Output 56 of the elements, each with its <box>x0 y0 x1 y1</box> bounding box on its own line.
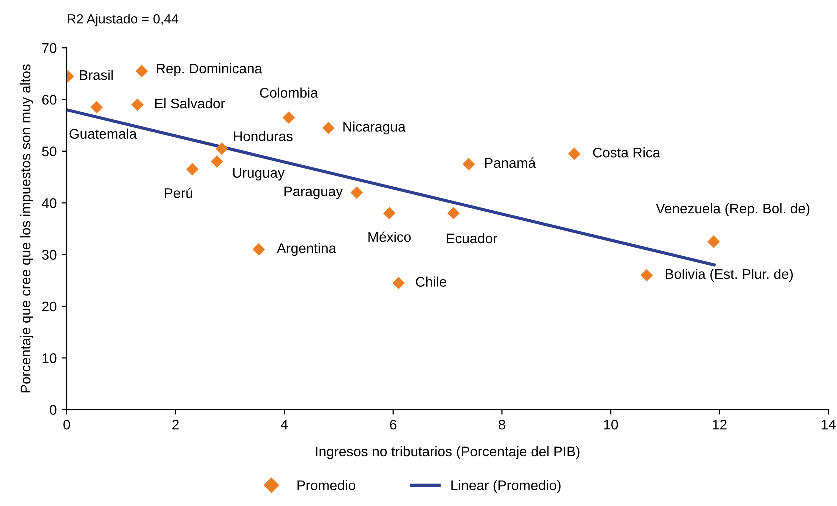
x-tick-label: 2 <box>172 420 179 430</box>
y-tick-label: 40 <box>42 198 57 208</box>
point <box>322 122 335 134</box>
annotation: Venezuela (Rep. Bol. de) <box>656 203 810 216</box>
point <box>136 65 148 78</box>
annotation: Panamá <box>485 158 536 168</box>
point <box>708 236 720 248</box>
x-tick-label: 10 <box>604 420 618 430</box>
annotation: Nicaragua <box>344 122 406 135</box>
annotation: México <box>368 232 411 242</box>
point <box>186 163 199 176</box>
y-tick-label: 70 <box>42 43 57 54</box>
point <box>640 269 654 282</box>
annotation: Rep. Dominicana <box>157 63 262 76</box>
point <box>448 207 460 220</box>
point <box>90 101 104 114</box>
point <box>252 243 266 256</box>
y-tick-label: 10 <box>42 354 57 364</box>
annotation: Perú <box>165 188 193 198</box>
annotation: Honduras <box>234 131 293 142</box>
point <box>392 277 406 290</box>
point <box>568 148 581 160</box>
point <box>383 207 396 220</box>
point <box>462 158 476 171</box>
point <box>210 156 224 168</box>
x-tick-label: 8 <box>498 420 506 430</box>
annotation: Costa Rica <box>593 148 661 158</box>
x-tick-label: 6 <box>390 420 397 430</box>
point <box>131 98 144 112</box>
legend-label: Promedio <box>298 480 356 490</box>
x-tick-label: 14 <box>822 420 836 430</box>
text: R2 Ajustado = 0,44 <box>68 14 178 26</box>
annotation: Ecuador <box>447 233 498 244</box>
annotation: Argentina <box>277 243 337 256</box>
point <box>216 142 228 156</box>
y-tick-label: 20 <box>42 302 57 312</box>
y-tick-label: 0 <box>50 405 57 416</box>
annotation: Guatemala <box>70 128 138 140</box>
legend-label: Linear (Promedio) <box>452 480 561 494</box>
annotation: Colombia <box>260 88 318 98</box>
annotation: Chile <box>416 276 447 287</box>
x-tick-label: 4 <box>281 420 288 430</box>
annotation: El Salvador <box>155 98 226 109</box>
y-tick-label: 60 <box>42 95 57 105</box>
annotation: Brasil <box>80 70 113 80</box>
y-axis-title: Porcentaje que cree que los impuestos son muy altos <box>20 64 34 393</box>
x-tick-label: 12 <box>713 420 727 430</box>
y-tick-label: 30 <box>42 250 57 260</box>
y-tick-label: 50 <box>42 146 57 157</box>
annotation: Paraguay <box>284 186 344 200</box>
x-tick-label: 0 <box>64 420 70 430</box>
point <box>282 112 296 124</box>
x-axis-title: Ingresos no tributarios (Porcentaje del PIB) <box>316 446 580 460</box>
annotation: Bolivia (Est. Plur. de) <box>666 269 794 282</box>
annotation: Uruguay <box>233 168 285 181</box>
point <box>350 186 364 199</box>
